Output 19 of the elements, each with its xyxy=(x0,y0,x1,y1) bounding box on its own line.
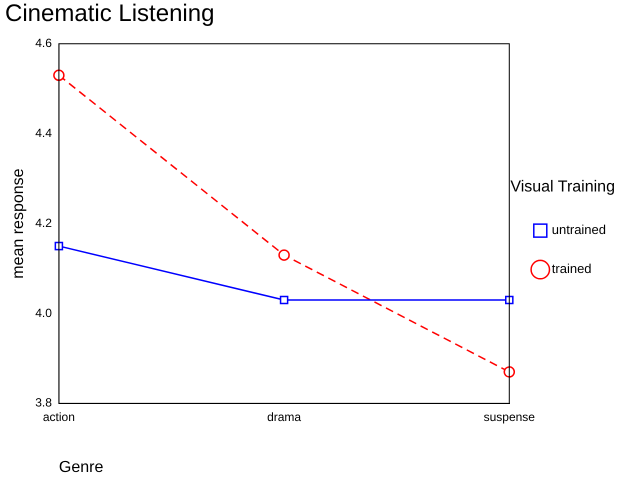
point xyxy=(278,249,290,261)
y-axis-title: mean response xyxy=(10,168,28,279)
legend-label: trained xyxy=(552,261,592,276)
x-tick-label: suspense xyxy=(484,410,536,424)
y-tick-label: 3.8 xyxy=(35,396,52,410)
point xyxy=(504,366,516,378)
legend-title: Visual Training xyxy=(510,178,615,196)
chart-title: Cinematic Listening xyxy=(5,0,214,28)
y-tick-label: 4.0 xyxy=(35,306,52,320)
legend-label: untrained xyxy=(552,222,606,238)
y-tick-label: 4.4 xyxy=(35,126,52,140)
x-axis-title: Genre xyxy=(58,458,104,476)
y-tick-label: 4.6 xyxy=(35,36,52,50)
x-tick-label: action xyxy=(42,410,75,424)
point xyxy=(280,296,288,304)
point xyxy=(53,70,65,82)
x-tick-label: drama xyxy=(267,410,302,424)
point xyxy=(505,296,514,304)
y-tick-label: 4.2 xyxy=(35,216,52,230)
